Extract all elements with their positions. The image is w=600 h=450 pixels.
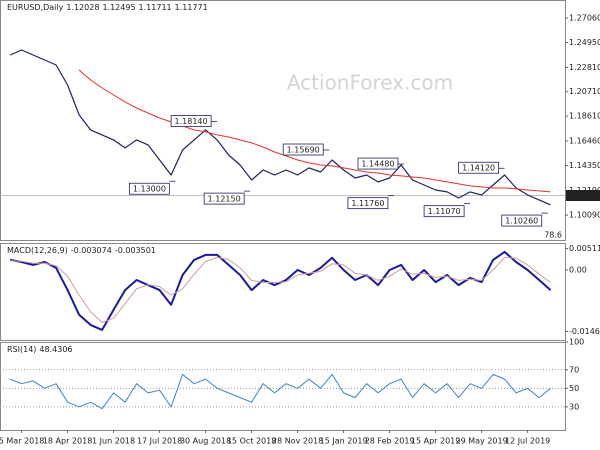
annotation-label: 1.14480 [361,160,394,169]
panel-title: EURUSD,Daily [7,3,64,12]
last-price-label: 1.11771 [569,191,600,200]
panel-title: RSI(14) [7,345,36,354]
annotation-label: 1.11070 [428,207,461,216]
header-value: -0.003074 [71,246,112,255]
series-line [10,256,551,323]
x-tick-label: 5 Mar 2018 [0,437,44,446]
panel-header: MACD(12,26,9) -0.003074 -0.003501 [7,246,156,255]
annotation-label: 1.13000 [133,185,166,194]
panel-header: RSI(14) 48.4306 [7,345,73,354]
header-value: 1.11711 [139,3,172,12]
y-tick-label: 1.22810 [569,63,600,72]
series-line [9,373,551,410]
annotation-label: 1.14120 [462,164,495,173]
annotation-box [203,192,245,205]
annotation-box [282,143,324,156]
annotation-label: 1.12150 [208,195,241,204]
x-tick-label: 1 Jun 2018 [92,437,135,446]
y-tick-label: 1.10090 [569,211,600,220]
header-value: 1.12495 [102,3,135,12]
annotation-box [170,115,212,127]
annotation-box [423,205,465,218]
annotation-box [357,157,399,170]
last-price-box [566,190,600,202]
annotation-label: 1.11760 [351,199,384,208]
series-line [78,69,551,193]
annotation-box [347,197,389,210]
panel-frame [0,0,566,241]
x-tick-label: 18 Apr 2018 [43,437,92,446]
annotation-box [458,161,500,174]
panel-header: EURUSD,Daily 1.12028 1.12495 1.11711 1.11771 [7,3,208,12]
x-tick-label: 29 May 2019 [456,437,508,446]
x-tick-label: 17 Jul 2018 [137,437,182,446]
y-tick-label: 1.27060 [569,13,600,22]
y-tick-label: 1.16460 [569,137,600,146]
x-tick-label: 15 Apr 2019 [411,437,460,446]
panel-title: MACD(12,26,9) [7,246,68,255]
x-tick-label: 28 Feb 2019 [365,437,415,446]
annotation-label: 1.15690 [287,146,320,155]
panel-frame [0,342,566,431]
series-line [9,49,551,206]
x-tick-label: 15 Jan 2019 [320,437,368,446]
header-value: 48.4306 [39,345,72,354]
y-tick-label: 1.20710 [569,87,600,96]
fib-level-label: 78.6 [544,231,562,240]
x-tick-label: 30 Aug 2018 [180,437,231,446]
x-tick-label: 28 Nov 2018 [272,437,323,446]
y-tick-label: 50 [569,384,579,393]
x-tick-label: 15 Oct 2018 [227,437,276,446]
annotation-box [501,214,543,227]
annotation-label: 1.18140 [175,117,208,126]
x-tick-label: 12 Jul 2019 [505,437,550,446]
y-tick-label: 70 [569,365,579,374]
header-value: 1.12028 [66,3,99,12]
y-tick-label: 1.18610 [569,112,600,121]
y-tick-label: 30 [569,402,579,411]
annotation-box [128,182,170,195]
y-tick-label: 1.14350 [569,161,600,170]
y-tick-label: 0.005114 [569,244,600,253]
watermark: ActionForex.com [287,71,453,95]
header-value: 1.11771 [175,3,208,12]
y-tick-label: 1.24950 [569,38,600,47]
y-tick-label: 100 [569,338,584,347]
annotation-label: 1.10260 [505,217,538,226]
panel-frame [0,243,566,341]
y-tick-label: -0.014647 [569,327,600,336]
y-tick-label: 0.00 [569,265,587,274]
header-value: -0.003501 [115,246,156,255]
